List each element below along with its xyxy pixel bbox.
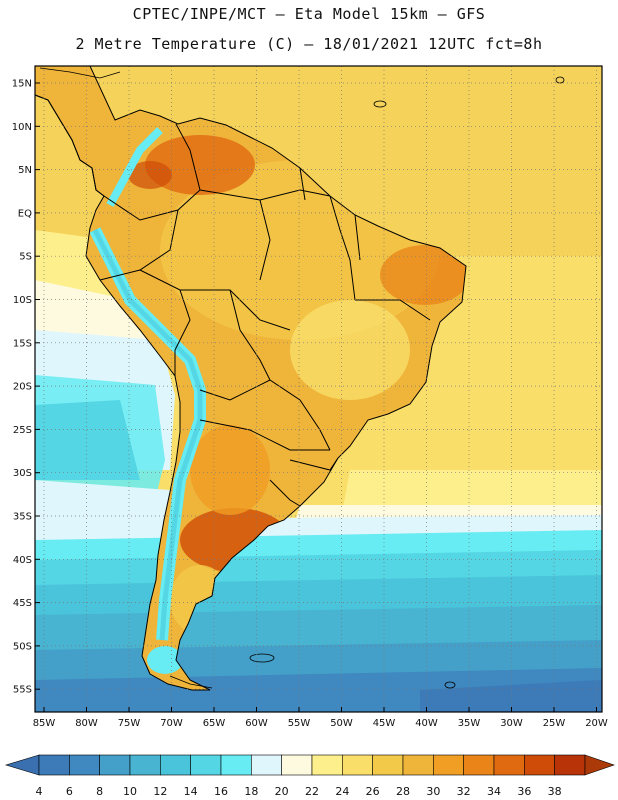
colorbar-swatch	[251, 754, 282, 776]
chart-subtitle: 2 Metre Temperature (C) – 18/01/2021 12U…	[75, 35, 543, 53]
lon-label: 50W	[330, 718, 353, 729]
colorbar-over-arrow	[584, 754, 615, 776]
colorbar-swatch	[524, 754, 555, 776]
colorbar-swatch	[554, 754, 586, 776]
lon-label: 75W	[118, 718, 141, 729]
lon-label: 70W	[160, 718, 183, 729]
colorbar-value-label: 14	[184, 785, 198, 798]
lat-label: 50S	[13, 641, 32, 652]
colorbar-swatch	[402, 754, 434, 776]
lon-label: 30W	[500, 718, 523, 729]
lon-label: 60W	[245, 718, 268, 729]
lon-label: 20W	[585, 718, 608, 729]
colorbar-value-label: 22	[305, 785, 319, 798]
lat-label: 55S	[13, 685, 32, 696]
lon-label: 25W	[543, 718, 566, 729]
lat-label: 35S	[13, 512, 32, 523]
graticule	[35, 66, 602, 712]
lat-label: 45S	[13, 598, 32, 609]
colorbar-value-label: 32	[457, 785, 471, 798]
colorbar-swatch	[281, 754, 313, 776]
lon-label: 40W	[415, 718, 438, 729]
colorbar-value-label: 6	[66, 785, 73, 798]
colorbar-value-label: 20	[275, 785, 289, 798]
colorbar-value-label: 38	[548, 785, 562, 798]
lat-label: 20S	[13, 382, 32, 393]
map-frame	[34, 65, 603, 713]
lon-label: 55W	[288, 718, 311, 729]
colorbar-value-label: 18	[244, 785, 258, 798]
colorbar-value-label: 4	[36, 785, 43, 798]
lat-label: 5S	[19, 252, 32, 263]
colorbar-swatch	[342, 754, 373, 776]
colorbar-swatch	[190, 754, 222, 776]
colorbar-swatch	[220, 754, 252, 776]
lon-label: 35W	[458, 718, 481, 729]
colorbar-swatch	[463, 754, 495, 776]
colorbar-swatch	[99, 754, 131, 776]
colorbar-value-label: 10	[123, 785, 137, 798]
latitude-labels: 15N 10N 5N EQ 5S 10S 15S 20S 25S 30S 35S 40S 45S 50S 5…	[12, 79, 40, 696]
lat-label: 10S	[13, 295, 32, 306]
lat-label: 25S	[13, 425, 32, 436]
lat-label: EQ	[18, 208, 32, 219]
lat-label: 40S	[13, 555, 32, 566]
chart-title: CPTEC/INPE/MCT – Eta Model 15km – GFS	[132, 5, 486, 23]
colorbar-swatch	[129, 754, 161, 776]
colorbar	[4, 754, 615, 776]
colorbar-value-label: 28	[396, 785, 410, 798]
lat-label: 10N	[12, 122, 32, 133]
colorbar-under-arrow	[4, 754, 40, 776]
colorbar-swatch	[160, 754, 191, 776]
colorbar-swatch	[311, 754, 343, 776]
colorbar-value-label: 8	[96, 785, 103, 798]
colorbar-swatch	[493, 754, 525, 776]
colorbar-swatch	[372, 754, 404, 776]
colorbar-value-label: 34	[487, 785, 501, 798]
lat-label: 5N	[18, 165, 32, 176]
colorbar-value-label: 24	[335, 785, 349, 798]
colorbar-swatch	[69, 754, 100, 776]
colorbar-value-label: 26	[366, 785, 380, 798]
coastlines	[34, 65, 467, 691]
longitude-labels: 85W 80W 75W 70W 65W 60W 55W 50W 45W 40W 35W 30W 25W 2…	[33, 707, 608, 729]
colorbar-value-label: 16	[214, 785, 228, 798]
colorbar-swatch	[38, 754, 70, 776]
lon-label: 85W	[33, 718, 56, 729]
islands	[39, 67, 565, 689]
lat-label: 15S	[13, 338, 32, 349]
colorbar-value-label: 30	[426, 785, 440, 798]
lon-label: 65W	[203, 718, 226, 729]
lon-label: 80W	[75, 718, 98, 729]
colorbar-value-label: 12	[153, 785, 167, 798]
colorbar-labels: 4 6 8 10 12 14 16 18 20 22 24 26 28 30 32 34 36 38	[36, 785, 562, 798]
colorbar-value-label: 36	[517, 785, 531, 798]
lon-label: 45W	[373, 718, 396, 729]
colorbar-swatch	[433, 754, 464, 776]
lat-label: 15N	[12, 79, 32, 90]
lat-label: 30S	[13, 468, 32, 479]
